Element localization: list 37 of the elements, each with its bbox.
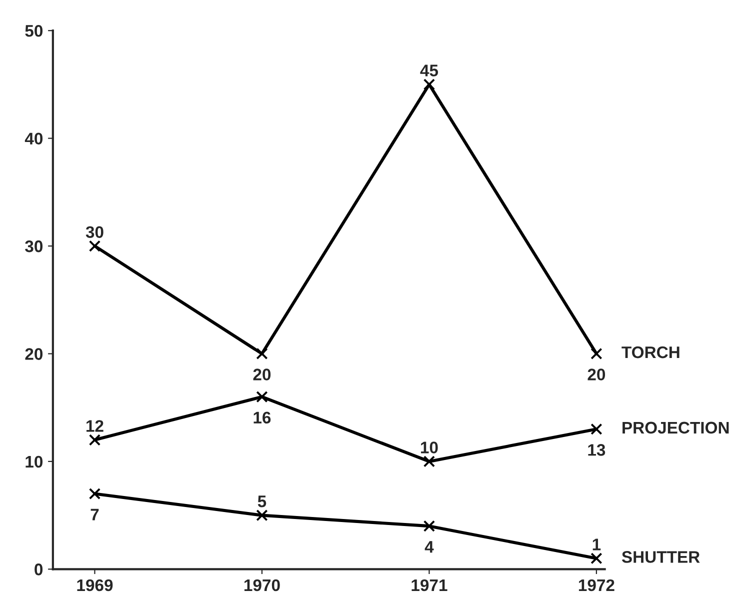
data-label: 13 bbox=[588, 444, 606, 456]
series-label: SHUTTER bbox=[622, 551, 700, 563]
data-label: 1 bbox=[592, 538, 601, 550]
point bbox=[423, 520, 436, 532]
y-tick-label: 10 bbox=[26, 456, 43, 468]
point bbox=[88, 240, 101, 252]
point bbox=[88, 434, 101, 446]
data-label: 4 bbox=[424, 541, 434, 553]
y-tick-label: 40 bbox=[24, 132, 43, 145]
point bbox=[256, 348, 268, 360]
y-tick-label: 30 bbox=[25, 240, 43, 252]
data-label: 20 bbox=[588, 368, 606, 380]
y-tick-label: 0 bbox=[34, 564, 43, 576]
y-tick-label: 50 bbox=[25, 25, 43, 37]
y-tick-label: 20 bbox=[25, 348, 43, 360]
point bbox=[423, 456, 436, 468]
x-tick-label: 1972 bbox=[578, 579, 614, 592]
point bbox=[590, 348, 602, 360]
data-label: 20 bbox=[253, 368, 271, 380]
point bbox=[256, 509, 268, 522]
point bbox=[256, 390, 268, 403]
data-label: 45 bbox=[420, 64, 438, 76]
point bbox=[88, 488, 101, 500]
data-label: 30 bbox=[86, 226, 104, 238]
data-label: 7 bbox=[90, 508, 99, 520]
series-label: PROJECTION bbox=[622, 422, 729, 434]
data-label: 10 bbox=[420, 442, 438, 454]
x-tick-label: 1971 bbox=[412, 579, 448, 592]
point bbox=[423, 78, 436, 90]
point bbox=[590, 552, 602, 564]
x-tick-label: 1970 bbox=[244, 579, 280, 592]
x-tick-label: 1969 bbox=[77, 579, 113, 592]
data-label: 12 bbox=[86, 420, 104, 432]
data-label: 16 bbox=[254, 412, 271, 424]
data-label: 5 bbox=[258, 496, 266, 508]
series-label: TORCH bbox=[622, 346, 680, 358]
point bbox=[590, 423, 602, 435]
